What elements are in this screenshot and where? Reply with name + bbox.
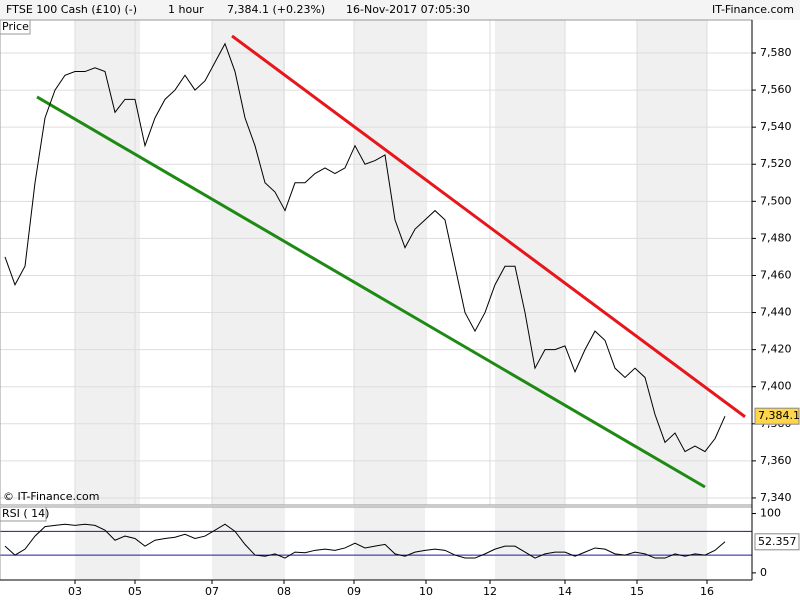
day-band [354, 20, 425, 505]
trendline [36, 95, 706, 489]
last-value-label: 7,384.1 [758, 409, 800, 422]
x-tick-label: 03 [68, 585, 82, 598]
y-tick-label: 7,540 [760, 120, 792, 133]
y-tick-label: 0 [760, 566, 767, 579]
brand: IT-Finance.com [712, 3, 794, 16]
y-tick-label: 7,360 [760, 454, 792, 467]
y-tick-label: 100 [760, 507, 781, 520]
x-tick-label: 10 [419, 585, 433, 598]
interval: 1 hour [168, 3, 204, 16]
series-line [4, 523, 726, 559]
y-tick-label: 7,560 [760, 83, 792, 96]
day-band [637, 20, 707, 505]
instrument: FTSE 100 Cash (£10) (-) [6, 3, 137, 16]
y-tick-label: 7,340 [760, 491, 792, 504]
datetime: 16-Nov-2017 07:05:30 [346, 3, 470, 16]
last-value-box [754, 407, 800, 425]
watermark: © IT-Finance.com [3, 490, 100, 503]
quote: 7,384.1 (+0.23%) [227, 3, 325, 16]
last-value-label: 52.357 [758, 535, 797, 548]
day-band [637, 507, 707, 580]
x-tick-label: 14 [558, 585, 572, 598]
day-band [354, 507, 425, 580]
day-band [495, 507, 565, 580]
y-tick-label: 7,420 [760, 343, 792, 356]
header-bar [0, 0, 800, 20]
day-band [212, 507, 285, 580]
last-value-box [754, 533, 800, 551]
x-tick-label: 09 [347, 585, 361, 598]
x-tick-label: 12 [483, 585, 497, 598]
y-tick-label: 7,460 [760, 268, 792, 281]
y-tick-label: 7,500 [760, 194, 792, 207]
x-tick-label: 07 [205, 585, 219, 598]
y-tick-label: 7,440 [760, 306, 792, 319]
panel-label: Price [2, 20, 29, 33]
series-line [4, 42, 726, 453]
y-tick-label: 7,400 [760, 380, 792, 393]
day-band [75, 507, 140, 580]
panel-label: RSI ( 14) [2, 507, 49, 520]
x-tick-label: 05 [128, 585, 142, 598]
trendline [231, 34, 746, 418]
y-tick-label: 7,580 [760, 46, 792, 59]
y-tick-label: 7,480 [760, 231, 792, 244]
day-band [212, 20, 285, 505]
day-band [495, 20, 565, 505]
x-tick-label: 08 [277, 585, 291, 598]
x-tick-label: 15 [630, 585, 644, 598]
x-tick-label: 16 [700, 585, 714, 598]
y-tick-label: 7,520 [760, 157, 792, 170]
day-band [75, 20, 140, 505]
